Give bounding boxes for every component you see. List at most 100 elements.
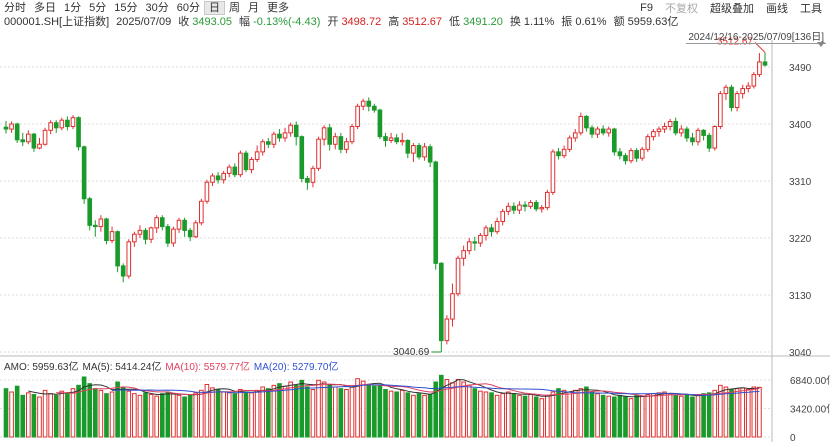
period-tab-10[interactable]: 更多 [267,1,289,14]
volume-bar [723,386,729,438]
ma10-label: MA(10): 5579.77亿 [165,362,250,373]
period-tab-7[interactable]: 日 [204,0,225,15]
volume-bar [517,394,522,438]
candle-body [545,191,550,209]
candle [316,136,321,171]
max-pointer [754,42,766,53]
volume-bar [667,393,673,438]
candle [455,255,461,297]
volume-bar [20,394,26,438]
candle [483,225,489,241]
candle-body [65,119,70,128]
candle-body [98,218,104,228]
volume-bar [405,392,411,438]
toolbar-action-3[interactable]: 画线 [766,2,788,15]
candle [494,217,500,235]
candle-body [740,88,745,95]
candle-body [450,293,455,320]
period-tab-8[interactable]: 周 [229,1,240,14]
candle [695,127,701,146]
change-field: 幅 -0.13%(-4.43) [239,15,320,29]
volume-bar [42,389,48,438]
vol-tick-label: 6840.00亿 [790,374,830,387]
period-tab-0[interactable]: 分时 [4,1,26,14]
volume-bar [148,394,154,438]
period-tab-6[interactable]: 60分 [176,1,200,14]
candle [634,148,639,162]
volume-bar [14,385,20,438]
volume-bar [53,394,59,438]
candle-body [600,128,606,134]
candle-body [265,141,271,145]
period-tab-1[interactable]: 多日 [34,1,56,14]
volume-bar [433,381,439,438]
y-tick-label: 3490 [789,63,812,74]
candle-body [282,132,288,139]
volume-bar [3,388,9,438]
period-tab-5[interactable]: 30分 [145,1,169,14]
volume-bar [104,393,109,438]
toolbar-action-4[interactable]: 工具 [800,2,822,15]
candle-body [745,85,751,90]
candle [461,245,466,266]
candle [226,164,232,178]
volume-bar [561,389,567,438]
candle [444,315,450,345]
candle [53,120,59,133]
period-tab-3[interactable]: 5分 [89,1,107,14]
candle [132,231,137,247]
vol-ma10-line [56,383,760,397]
date-range-selector[interactable]: 2024/12/16-2025/07/09[136日] [686,28,826,44]
candle-body [645,136,651,150]
period-tab-4[interactable]: 15分 [114,1,138,14]
candle-body [656,128,662,133]
volume-bar [444,379,450,438]
chevron-down-icon[interactable] [817,42,825,47]
toolbar-action-1[interactable]: 不复权 [665,2,698,15]
volume-bar [455,379,461,438]
candle [762,52,768,67]
candle [59,117,65,131]
candle [355,103,360,130]
volume-bar [9,391,14,438]
candle-body [260,141,266,153]
candle [104,217,109,245]
volume-bar [612,396,617,438]
candle [740,84,745,99]
candle-body [42,129,48,145]
candle-body [438,262,444,342]
candle-body [310,167,316,183]
candle-body [299,136,305,179]
candle [556,148,561,160]
volume-bar [260,386,266,438]
candle [48,120,53,135]
candle [344,137,349,154]
candle-body [578,115,584,134]
candle-body [288,124,293,134]
volume-bar [305,386,310,438]
candle [656,126,662,137]
candle-body [238,152,243,176]
y-tick-label: 3040 [789,348,812,359]
amplitude-label: 振 [561,16,573,28]
candle-body [517,204,522,211]
candle [31,132,37,152]
candle [545,189,550,211]
vol-tick-label: 0 [790,433,796,442]
period-toolbar: 分时 多日 1分 5分 15分 30分 60分日周月更多 [0,0,830,15]
volume-bar [494,394,500,438]
toolbar-action-0[interactable]: F9 [640,1,653,14]
volume-bar [472,388,478,438]
candle-body [706,134,712,149]
period-tab-9[interactable]: 月 [248,1,259,14]
volume-bar [126,390,132,438]
toolbar-action-2[interactable]: 超级叠加 [710,2,754,15]
volume-bar [695,394,701,438]
volume-bar [673,394,679,438]
candle [745,82,751,93]
candle [159,215,165,231]
candle-body [383,136,388,141]
candle [165,224,171,247]
period-tab-2[interactable]: 1分 [64,1,82,14]
volume-bar [76,384,81,438]
